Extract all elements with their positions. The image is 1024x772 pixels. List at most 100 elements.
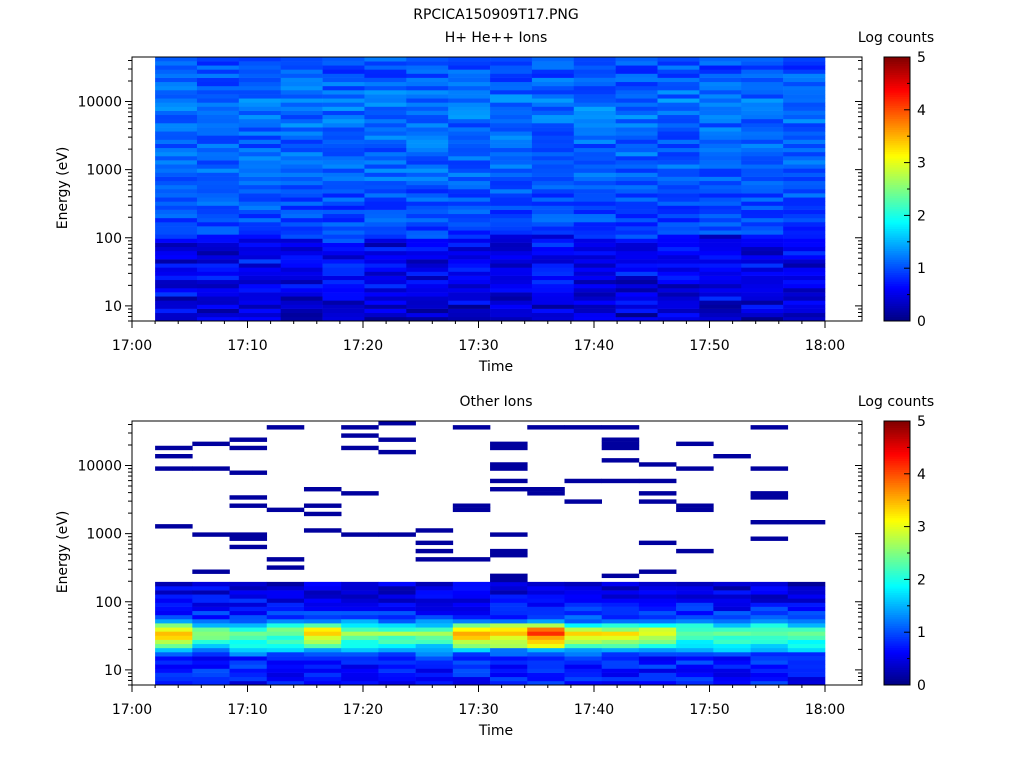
heatmap-cell <box>378 676 416 682</box>
heatmap-cell <box>564 635 602 640</box>
heatmap-cell <box>229 437 268 442</box>
heatmap-cell <box>783 259 826 264</box>
heatmap-cell <box>303 680 342 686</box>
heatmap-cell <box>564 602 602 607</box>
heatmap-cell <box>238 102 282 107</box>
heatmap-cell <box>406 312 449 318</box>
heatmap-cell <box>615 209 658 215</box>
heatmap-cell <box>527 487 565 492</box>
heatmap-cell <box>657 288 700 293</box>
heatmap-cell <box>452 594 491 599</box>
heatmap-cell <box>676 664 714 669</box>
heatmap-cell <box>713 627 751 632</box>
heatmap-cell <box>676 594 714 599</box>
heatmap-cell <box>657 139 700 144</box>
colorbar-swatch <box>884 140 910 144</box>
heatmap-cell <box>741 246 784 252</box>
heatmap-cell <box>750 536 789 541</box>
heatmap-cell <box>750 660 789 665</box>
heatmap-cell <box>238 250 282 256</box>
heatmap-cell <box>564 499 602 504</box>
colorbar-swatch <box>884 559 910 563</box>
heatmap-cell <box>364 296 407 301</box>
heatmap-cell <box>448 69 491 74</box>
heatmap-cell <box>657 201 700 206</box>
heatmap-cell <box>490 156 533 161</box>
heatmap-cell <box>415 631 454 636</box>
heatmap-cell <box>490 255 533 260</box>
colorbar-swatch <box>884 61 910 64</box>
heatmap-cell <box>601 598 640 603</box>
heatmap-cell <box>573 279 616 285</box>
heatmap-cell <box>531 234 575 239</box>
heatmap-cell <box>280 57 323 62</box>
heatmap-cell <box>378 449 416 455</box>
heatmap-cell <box>573 316 616 322</box>
colorbar-swatch <box>884 682 910 686</box>
heatmap-cell <box>415 548 454 554</box>
x-tick-label: 17:10 <box>227 702 267 718</box>
heatmap-cell <box>448 197 491 202</box>
heatmap-cell <box>490 94 533 99</box>
heatmap-cell <box>322 131 365 136</box>
heatmap-cell <box>322 139 365 144</box>
heatmap-cell <box>322 57 365 62</box>
heatmap-cell <box>155 193 198 198</box>
colorbar-swatch <box>884 656 910 659</box>
heatmap-cell <box>615 90 658 95</box>
heatmap-cell <box>699 180 742 186</box>
colorbar-swatch <box>884 87 910 91</box>
heatmap-cell <box>155 263 198 268</box>
heatmap-cell <box>573 85 616 91</box>
colorbar-swatch <box>884 74 910 78</box>
heatmap-cell <box>564 623 602 628</box>
heatmap-cell <box>238 283 282 289</box>
heatmap-cell <box>155 209 198 215</box>
heatmap-cell <box>415 540 454 546</box>
heatmap-cell <box>238 288 282 293</box>
heatmap-cell <box>196 168 240 173</box>
heatmap-cell <box>448 217 491 223</box>
heatmap-cell <box>573 114 616 120</box>
heatmap-cell <box>573 131 616 136</box>
heatmap-cell <box>615 106 658 111</box>
heatmap-cell <box>452 656 491 661</box>
heatmap-cell <box>196 193 240 198</box>
heatmap-cell <box>341 676 379 682</box>
heatmap-cell <box>266 507 305 513</box>
heatmap-cell <box>341 445 379 451</box>
heatmap-cell <box>573 172 616 177</box>
heatmap-cell <box>657 275 700 281</box>
heatmap-cell <box>341 594 379 599</box>
heatmap-cell <box>155 160 198 165</box>
heatmap-cell <box>322 151 365 157</box>
colorbar-swatch <box>884 660 910 664</box>
heatmap-cell <box>303 487 342 492</box>
heatmap-cell <box>406 147 449 153</box>
heatmap-cell <box>783 308 826 314</box>
colorbar-swatch <box>884 423 910 426</box>
heatmap-cell <box>406 288 449 293</box>
heatmap-cell <box>196 94 240 99</box>
heatmap-cell <box>303 639 342 645</box>
heatmap-cell <box>155 217 198 223</box>
heatmap-cell <box>601 656 640 661</box>
heatmap-cell <box>155 623 193 628</box>
heatmap-cell <box>638 680 677 686</box>
heatmap-cell <box>192 532 230 537</box>
y-tick-label: 10000 <box>77 95 122 111</box>
heatmap-cell <box>615 283 658 289</box>
heatmap-cell <box>787 643 826 649</box>
colorbar-swatch <box>884 440 910 444</box>
colorbar-swatch <box>884 603 910 607</box>
heatmap-cell <box>676 614 714 620</box>
heatmap-cell <box>238 292 282 297</box>
heatmap-cell <box>657 205 700 210</box>
heatmap-cell <box>490 123 533 128</box>
heatmap-cell <box>741 94 784 99</box>
heatmap-cell <box>406 308 449 314</box>
x-tick-label: 18:00 <box>805 338 845 354</box>
heatmap-cell <box>229 544 268 550</box>
heatmap-cell <box>676 503 714 508</box>
heatmap-cell <box>699 118 742 124</box>
